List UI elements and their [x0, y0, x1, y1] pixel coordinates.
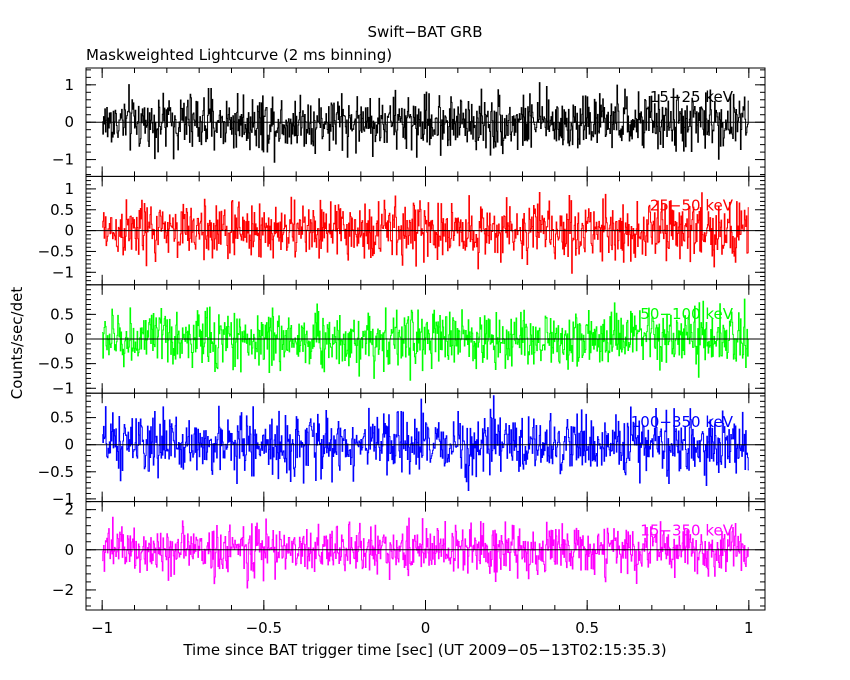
y-tick-label: 1 [64, 180, 74, 198]
y-tick-label: 0.5 [50, 201, 74, 219]
y-tick-label: −0.5 [38, 355, 74, 373]
chart-subtitle: Maskweighted Lightcurve (2 ms binning) [86, 46, 392, 64]
panels-group: −1 0 1 15−25 keV −1 −0.5 0 0.5 1 25−50 keV −1 −0.5 0… [38, 67, 766, 611]
band-label-3: 50−100 keV [640, 305, 733, 323]
x-tick-label: 0.5 [575, 619, 599, 637]
y-tick-label: 2 [64, 501, 74, 519]
band-label-2: 25−50 keV [650, 196, 734, 214]
y-tick-label: 0.5 [50, 305, 74, 323]
y-tick-label: 0 [64, 113, 74, 131]
x-axis-ticks: −1 −0.5 0 0.5 1 [91, 619, 754, 637]
y-tick-label: 0 [64, 436, 74, 454]
series-line-3 [102, 298, 749, 381]
y-tick-label: −1 [52, 490, 74, 508]
band-label-4: 100−350 keV [631, 413, 734, 431]
x-tick-label: −0.5 [246, 619, 282, 637]
y-axis-label: Counts/sec/det [8, 287, 26, 400]
series-line-1 [102, 82, 749, 163]
y-tick-label: −1 [52, 379, 74, 397]
y-tick-label: 0 [64, 222, 74, 240]
y-tick-label: 0.5 [50, 409, 74, 427]
x-tick-label: 0 [421, 619, 431, 637]
y-tick-label: −2 [52, 581, 74, 599]
y-tick-label: 1 [64, 76, 74, 94]
x-tick-label: −1 [91, 619, 113, 637]
y-tick-label: −1 [52, 263, 74, 281]
y-tick-label: 0 [64, 330, 74, 348]
x-axis-label: Time since BAT trigger time [sec] (UT 20… [182, 641, 666, 659]
series-line-4 [102, 395, 749, 491]
band-label-1: 15−25 keV [650, 88, 734, 106]
panel-4: −1 −0.5 0 0.5 100−350 keV [38, 392, 766, 508]
panel-1: −1 0 1 15−25 keV [52, 67, 766, 177]
band-label-5: 15−350 keV [640, 522, 733, 540]
y-tick-label: −0.5 [38, 242, 74, 260]
y-tick-label: −1 [52, 151, 74, 169]
panel-2: −1 −0.5 0 0.5 1 25−50 keV [38, 175, 766, 286]
panel-frame [85, 392, 766, 503]
y-tick-label: −0.5 [38, 463, 74, 481]
y-tick-label: 0 [64, 541, 74, 559]
series-line-2 [102, 192, 749, 274]
chart-title: Swift−BAT GRB [367, 23, 482, 41]
x-tick-label: 1 [744, 619, 754, 637]
panel-5: −2 0 2 15−350 keV [52, 501, 766, 611]
panel-3: −1 −0.5 0 0.5 50−100 keV [38, 284, 766, 397]
